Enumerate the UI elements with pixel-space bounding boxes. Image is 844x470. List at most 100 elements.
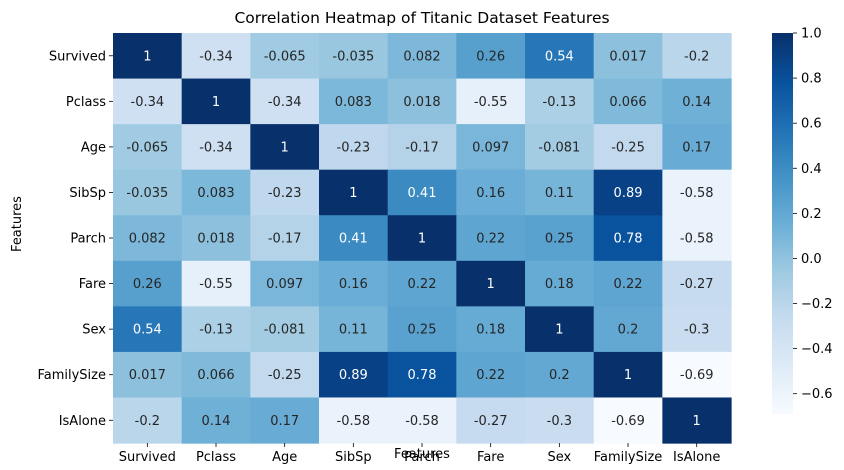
cell-value-label: 0.26 — [476, 49, 505, 64]
heatmap-cell — [250, 124, 320, 171]
heatmap-cell — [662, 33, 732, 80]
colorbar-tick-label: 1.0 — [801, 27, 822, 42]
cell-value-label: 1 — [281, 140, 289, 155]
row-tick-label: Parch — [70, 232, 106, 247]
y-axis-label: Features — [10, 196, 25, 252]
cell-value-label: 0.26 — [133, 277, 162, 292]
heatmap-cell — [593, 215, 663, 262]
heatmap-cell — [250, 351, 320, 399]
cell-value-label: 0.54 — [545, 49, 574, 64]
heatmap-cell — [593, 351, 663, 399]
heatmap-cell — [593, 33, 663, 80]
heatmap-cell — [319, 260, 389, 307]
cell-value-label: 0.18 — [476, 323, 505, 338]
heatmap-cell — [387, 124, 457, 171]
heatmap-cell — [456, 306, 526, 353]
heatmap-cell — [181, 33, 251, 80]
heatmap-cell — [456, 78, 526, 125]
cell-value-label: -0.17 — [405, 140, 439, 155]
heatmap-cell — [593, 306, 663, 353]
heatmap-cell — [456, 33, 526, 80]
heatmap-cell — [525, 306, 595, 353]
heatmap-cell — [387, 215, 457, 262]
heatmap-cell — [113, 260, 183, 307]
cell-value-label: 0.083 — [197, 186, 234, 201]
colorbar-tick-label: −0.4 — [801, 342, 833, 357]
cell-value-label: 0.18 — [545, 277, 574, 292]
cell-value-label: 0.14 — [202, 414, 231, 429]
heatmap-cell — [113, 397, 183, 444]
heatmap-cell — [662, 124, 732, 171]
cell-value-label: -0.27 — [474, 414, 508, 429]
heatmap-cell — [593, 124, 663, 171]
heatmap-cell — [181, 124, 251, 171]
cell-value-label: 0.22 — [476, 368, 505, 383]
colorbar-tick-label: 0.0 — [801, 252, 822, 267]
cell-value-label: -0.34 — [199, 49, 233, 64]
cell-value-label: 0.097 — [266, 277, 303, 292]
heatmap-cell — [250, 169, 320, 216]
heatmap-cell — [662, 351, 732, 399]
column-tick-labels: Survived Pclass Age SibSp Parch Fare Sex Family… — [119, 443, 720, 465]
heatmap-cell — [456, 169, 526, 216]
heatmap-cell — [525, 124, 595, 171]
cell-value-label: 0.16 — [476, 186, 505, 201]
heatmap-cell — [525, 215, 595, 262]
heatmap-cell — [113, 306, 183, 353]
cell-value-label: -0.34 — [131, 95, 165, 110]
cell-value-label: 1 — [693, 414, 701, 429]
row-tick-labels: Survived Pclass Age SibSp Parch Fare Sex Family… — [37, 49, 113, 429]
heatmap-cell — [319, 397, 389, 444]
heatmap-cell — [319, 78, 389, 125]
heatmap-cell — [593, 397, 663, 444]
heatmap-cell — [181, 260, 251, 307]
heatmap-cell — [250, 33, 320, 80]
heatmap-cell — [525, 169, 595, 216]
heatmap-cell — [113, 33, 183, 80]
heatmap-cell — [319, 351, 389, 399]
cell-value-label: 0.083 — [335, 95, 372, 110]
heatmap-cells: 1 -0.34 -0.065 -0.035 0.082 0.26 0.54 0.017 -0.2… — [113, 33, 732, 444]
heatmap-cell — [387, 33, 457, 80]
heatmap-cell — [662, 169, 732, 216]
heatmap-cell — [662, 260, 732, 307]
heatmap-cell — [319, 169, 389, 216]
heatmap-cell — [113, 124, 183, 171]
heatmap-cell — [525, 78, 595, 125]
heatmap-cell — [662, 306, 732, 353]
heatmap-cell — [250, 306, 320, 353]
row-tick-label: IsAlone — [59, 414, 106, 429]
cell-value-label: -0.55 — [199, 277, 233, 292]
heatmap-cell — [113, 78, 183, 125]
cell-value-label: -0.25 — [268, 368, 302, 383]
column-tick-label: FamilySize — [594, 450, 663, 465]
row-tick-label: FamilySize — [37, 368, 106, 383]
heatmap-cell — [387, 78, 457, 125]
chart-title: Correlation Heatmap of Titanic Dataset F… — [234, 9, 609, 27]
cell-value-label: 1 — [555, 323, 563, 338]
cell-value-label: -0.55 — [474, 95, 508, 110]
cell-value-label: -0.69 — [680, 368, 714, 383]
cell-value-label: -0.081 — [264, 323, 306, 338]
heatmap-cell — [593, 78, 663, 125]
column-tick-label: Fare — [477, 450, 504, 465]
colorbar-tick-label: −0.6 — [801, 387, 833, 402]
heatmap-cell — [387, 260, 457, 307]
x-axis-label: Features — [394, 447, 450, 462]
colorbar-tick-label: −0.2 — [801, 297, 833, 312]
heatmap-cell — [181, 306, 251, 353]
cell-value-label: 0.11 — [339, 323, 368, 338]
cell-value-label: 0.17 — [682, 140, 711, 155]
colorbar-tick-label: 0.8 — [801, 72, 822, 87]
cell-value-label: 0.22 — [408, 277, 437, 292]
cell-value-label: 0.41 — [339, 232, 368, 247]
heatmap-cell — [387, 169, 457, 216]
heatmap-cell — [387, 351, 457, 399]
cell-value-label: 0.25 — [408, 323, 437, 338]
heatmap-cell — [181, 397, 251, 444]
heatmap-cell — [456, 397, 526, 444]
cell-value-label: -0.23 — [268, 186, 302, 201]
heatmap-cell — [662, 397, 732, 444]
cell-value-label: 0.78 — [408, 368, 437, 383]
